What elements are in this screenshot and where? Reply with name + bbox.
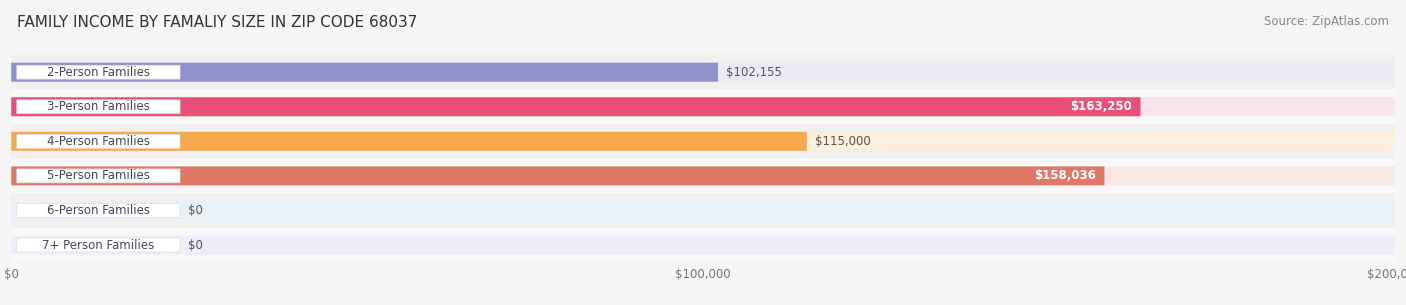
Text: $115,000: $115,000: [815, 135, 870, 148]
Text: $0: $0: [188, 239, 204, 252]
FancyBboxPatch shape: [11, 97, 1140, 116]
FancyBboxPatch shape: [11, 167, 1105, 185]
FancyBboxPatch shape: [11, 55, 1395, 89]
FancyBboxPatch shape: [11, 159, 1395, 193]
FancyBboxPatch shape: [11, 89, 1395, 124]
Text: 5-Person Families: 5-Person Families: [46, 169, 150, 182]
Text: Source: ZipAtlas.com: Source: ZipAtlas.com: [1264, 15, 1389, 28]
Text: 3-Person Families: 3-Person Families: [46, 100, 150, 113]
Text: $0: $0: [188, 204, 204, 217]
FancyBboxPatch shape: [11, 63, 1395, 82]
Text: $102,155: $102,155: [727, 66, 782, 79]
FancyBboxPatch shape: [17, 238, 180, 252]
FancyBboxPatch shape: [17, 169, 180, 183]
Text: FAMILY INCOME BY FAMALIY SIZE IN ZIP CODE 68037: FAMILY INCOME BY FAMALIY SIZE IN ZIP COD…: [17, 15, 418, 30]
Text: 6-Person Families: 6-Person Families: [46, 204, 150, 217]
FancyBboxPatch shape: [11, 97, 1395, 116]
Text: $163,250: $163,250: [1070, 100, 1132, 113]
FancyBboxPatch shape: [17, 203, 180, 217]
FancyBboxPatch shape: [11, 235, 1395, 254]
Text: $158,036: $158,036: [1035, 169, 1097, 182]
FancyBboxPatch shape: [11, 132, 807, 151]
FancyBboxPatch shape: [11, 63, 718, 82]
FancyBboxPatch shape: [17, 135, 180, 148]
FancyBboxPatch shape: [11, 193, 1395, 228]
Text: 7+ Person Families: 7+ Person Families: [42, 239, 155, 252]
FancyBboxPatch shape: [11, 228, 1395, 262]
Text: 2-Person Families: 2-Person Families: [46, 66, 150, 79]
FancyBboxPatch shape: [11, 201, 1395, 220]
FancyBboxPatch shape: [17, 100, 180, 114]
FancyBboxPatch shape: [11, 167, 1395, 185]
FancyBboxPatch shape: [17, 65, 180, 79]
Text: 4-Person Families: 4-Person Families: [46, 135, 150, 148]
FancyBboxPatch shape: [11, 124, 1395, 159]
FancyBboxPatch shape: [11, 132, 1395, 151]
